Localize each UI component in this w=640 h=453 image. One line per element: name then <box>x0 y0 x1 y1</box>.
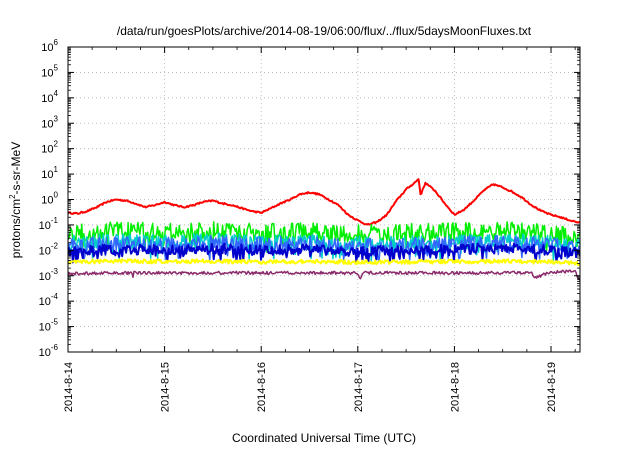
grid-lines <box>68 47 580 352</box>
y-tick-label: 106 <box>41 38 58 54</box>
y-tick-label: 10-2 <box>39 241 59 257</box>
series-line-7 <box>68 269 580 281</box>
y-tick-label: 102 <box>41 140 58 156</box>
series-layer <box>68 178 580 281</box>
y-axis-label-exponent: 2 <box>8 194 17 199</box>
x-tick-label: 2014-8-19 <box>546 362 558 412</box>
y-tick-label: 10-1 <box>39 216 59 232</box>
axis-ticks <box>67 46 580 353</box>
series-line-5 <box>68 242 580 264</box>
y-tick-label: 100 <box>41 191 58 207</box>
y-tick-labels: 106 105 104 103 102 101 100 10-1 10-2 10-3 10-4 10-… <box>39 38 59 359</box>
y-tick-label: 10-5 <box>39 318 59 334</box>
x-tick-label: 2014-8-15 <box>160 362 172 412</box>
chart-title: /data/run/goesPlots/archive/2014-08-19/0… <box>117 24 532 38</box>
series-line-6 <box>68 258 580 267</box>
x-tick-label: 2014-8-18 <box>449 362 461 412</box>
y-tick-label: 10-6 <box>39 343 59 359</box>
y-axis-label-main: protons/cm <box>9 199 23 258</box>
y-axis-label: protons/cm2-s-sr-MeV <box>8 142 23 258</box>
x-tick-labels: 2014-8-14 2014-8-15 2014-8-16 2014-8-17 2014… <box>63 362 558 412</box>
y-tick-label: 101 <box>41 165 58 181</box>
y-axis-label-units: -s-sr-MeV <box>9 142 23 195</box>
x-tick-label: 2014-8-14 <box>63 362 75 412</box>
y-tick-label: 105 <box>41 63 58 79</box>
x-tick-label: 2014-8-16 <box>256 362 268 412</box>
y-tick-label: 104 <box>41 89 58 105</box>
y-tick-label: 10-4 <box>39 292 59 308</box>
series-line-1 <box>68 178 580 226</box>
x-tick-label: 2014-8-17 <box>353 362 365 412</box>
x-axis-label: Coordinated Universal Time (UTC) <box>232 431 416 445</box>
series-line-2 <box>68 221 580 253</box>
y-tick-label: 103 <box>41 114 58 130</box>
y-tick-label: 10-3 <box>39 267 59 283</box>
